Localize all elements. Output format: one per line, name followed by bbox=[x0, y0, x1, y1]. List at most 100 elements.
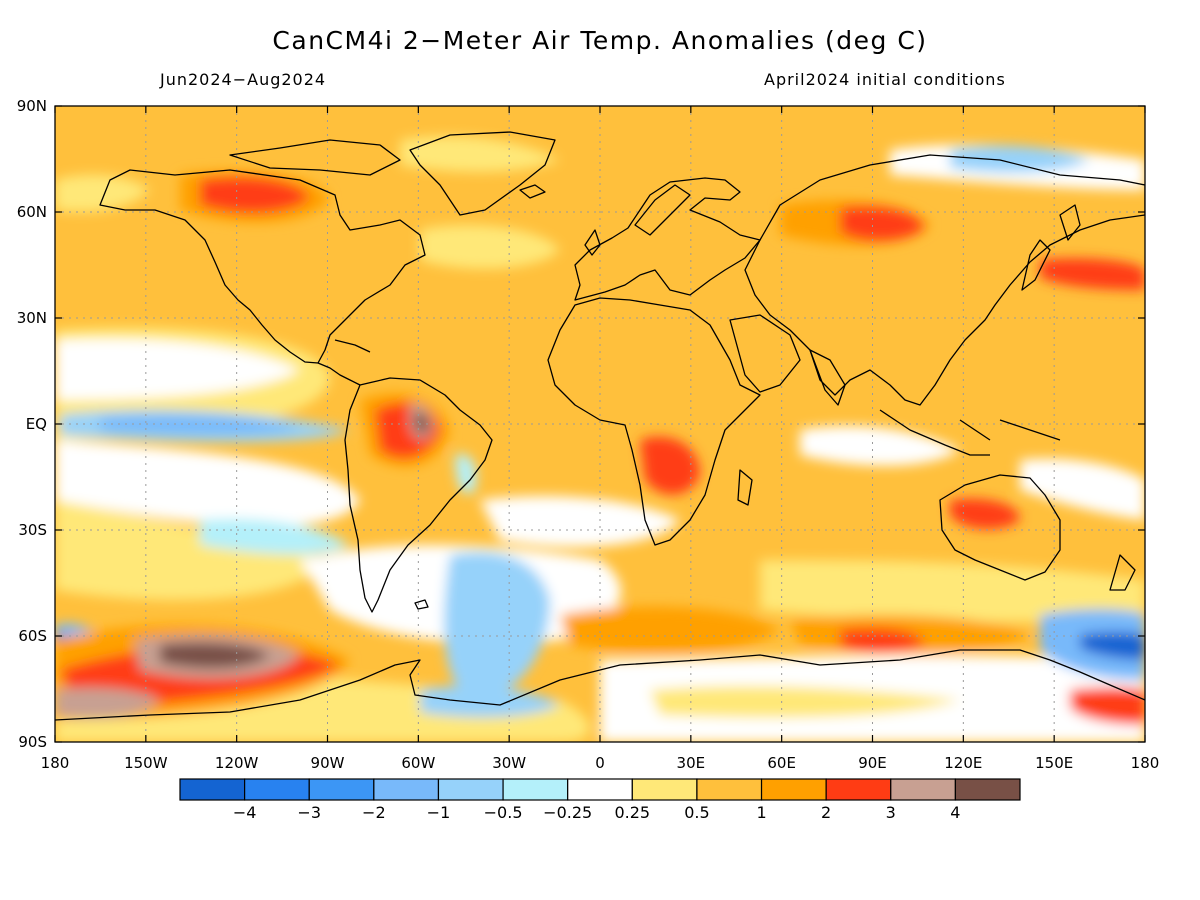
lon-tick-label: 30E bbox=[677, 754, 706, 772]
coast-central-america bbox=[317, 362, 361, 386]
colorbar-label: 2 bbox=[821, 803, 831, 822]
lat-tick-label: 90N bbox=[17, 97, 47, 115]
coast-europe bbox=[574, 177, 761, 301]
anom-southern-ocean-red bbox=[840, 628, 925, 653]
coast-antarctica bbox=[55, 649, 1145, 721]
colorbar-label: 4 bbox=[950, 803, 960, 822]
lat-tick-label: 30N bbox=[17, 309, 47, 327]
coast-africa bbox=[547, 297, 761, 546]
colorbar-label: −3 bbox=[297, 803, 321, 822]
initial-conditions: April2024 initial conditions bbox=[764, 70, 1006, 89]
coast-cuba bbox=[334, 339, 371, 353]
coast-india bbox=[809, 349, 846, 406]
coast-arctic-islands bbox=[229, 139, 401, 176]
colorbar-label: −0.5 bbox=[484, 803, 523, 822]
anom-ne-brazil-cool bbox=[455, 454, 477, 494]
lon-tick-label: 30W bbox=[492, 754, 526, 772]
colorbar: −4 −3 −2 −1 −0.5 −0.25 0.25 0.5 1 2 3 4 bbox=[179, 778, 1021, 822]
lon-tick-label: 180 bbox=[41, 754, 70, 772]
lon-tick-label: 180 bbox=[1131, 754, 1160, 772]
anom-southern-yellow bbox=[760, 560, 1145, 622]
lat-tick-label: 30S bbox=[18, 521, 47, 539]
colorbar-swatch bbox=[373, 778, 440, 801]
colorbar-label: 0.5 bbox=[684, 803, 709, 822]
colorbar-swatch bbox=[308, 778, 375, 801]
anom-satl-cool bbox=[444, 552, 550, 700]
coast-japan bbox=[1021, 239, 1051, 291]
anom-weddell-cool bbox=[420, 685, 560, 718]
lon-tick-label: 120E bbox=[944, 754, 982, 772]
anom-s-indian-orange bbox=[560, 606, 780, 654]
anom-bering-yellow bbox=[55, 174, 150, 212]
colorbar-label: 0.25 bbox=[614, 803, 650, 822]
anom-spac-white bbox=[55, 440, 360, 527]
colorbar-swatch bbox=[890, 778, 956, 801]
anom-natl-yellow bbox=[420, 225, 560, 269]
colorbar-swatch bbox=[954, 778, 1021, 801]
coast-scandinavia bbox=[634, 184, 691, 236]
colorbar-swatch bbox=[825, 778, 892, 801]
colorbar-swatch bbox=[696, 778, 763, 801]
anom-spac-yellow bbox=[55, 500, 330, 600]
lat-tick-label: EQ bbox=[26, 415, 47, 433]
colorbar-label: 1 bbox=[756, 803, 766, 822]
anom-greenland-yellow bbox=[400, 136, 560, 172]
lon-tick-label: 60E bbox=[767, 754, 796, 772]
anom-s-africa-red bbox=[640, 436, 700, 495]
lon-tick-label: 150W bbox=[124, 754, 168, 772]
lon-tick-label: 60W bbox=[401, 754, 435, 772]
coastlines bbox=[55, 131, 1145, 721]
anom-se-cool-core bbox=[1080, 632, 1145, 660]
coast-north-america bbox=[99, 169, 426, 364]
anom-indopac-white bbox=[800, 426, 960, 466]
colorbar-swatch bbox=[760, 778, 827, 801]
colorbar-swatch bbox=[631, 778, 698, 801]
graticule bbox=[55, 106, 1145, 742]
anom-canada-red bbox=[200, 176, 310, 214]
coast-indonesia bbox=[879, 409, 1061, 456]
anom-antarctic-yellow-2 bbox=[650, 685, 960, 718]
colorbar-label: 3 bbox=[886, 803, 896, 822]
forecast-period: Jun2024−Aug2024 bbox=[160, 70, 327, 89]
colorbar-label: −0.25 bbox=[543, 803, 592, 822]
lat-tick-label: 90S bbox=[18, 733, 47, 751]
lat-tick-label: 60S bbox=[18, 627, 47, 645]
lon-tick-label: 120W bbox=[215, 754, 259, 772]
colorbar-swatch bbox=[502, 778, 569, 801]
anom-npac-white bbox=[55, 338, 300, 400]
coast-kamchatka bbox=[1059, 204, 1081, 241]
coast-south-america bbox=[344, 377, 493, 613]
colorbar-label: −2 bbox=[362, 803, 386, 822]
coast-australia bbox=[939, 474, 1061, 581]
anom-siberia-red bbox=[840, 206, 925, 242]
anom-ross-red bbox=[1070, 687, 1145, 725]
coast-arabia bbox=[729, 314, 801, 393]
anom-spac-cool bbox=[200, 518, 350, 555]
colorbar-label: −4 bbox=[233, 803, 257, 822]
coast-greenland bbox=[409, 131, 556, 216]
axes: 180 150W 120W 90W 60W 30W 0 30E 60E 90E 120E 150E 18… bbox=[17, 97, 1160, 772]
lon-tick-label: 90E bbox=[858, 754, 887, 772]
anom-amundsen-pink bbox=[55, 687, 160, 719]
anom-npac-red bbox=[1040, 258, 1145, 290]
coast-iceland bbox=[519, 184, 546, 199]
lon-tick-label: 0 bbox=[595, 754, 605, 772]
coast-madagascar bbox=[737, 469, 753, 506]
lat-tick-label: 60N bbox=[17, 203, 47, 221]
colorbar-swatch bbox=[567, 778, 633, 801]
anom-east-siberia-cool bbox=[950, 145, 1090, 173]
coast-new-zealand bbox=[1109, 554, 1136, 591]
anom-wpac-white bbox=[1020, 458, 1145, 520]
coast-falklands bbox=[414, 599, 429, 610]
colorbar-label: −1 bbox=[427, 803, 451, 822]
lon-tick-label: 150E bbox=[1035, 754, 1073, 772]
coast-british-isles bbox=[584, 229, 601, 256]
lon-tick-label: 90W bbox=[311, 754, 345, 772]
anom-atl-white bbox=[480, 496, 680, 548]
colorbar-swatch bbox=[437, 778, 504, 801]
anom-eq-pacific-cool-core bbox=[100, 415, 300, 435]
anom-australia-red bbox=[950, 498, 1020, 530]
anom-se-pacific-brown bbox=[160, 642, 270, 669]
map-title: CanCM4i 2−Meter Air Temp. Anomalies (deg… bbox=[272, 26, 928, 55]
